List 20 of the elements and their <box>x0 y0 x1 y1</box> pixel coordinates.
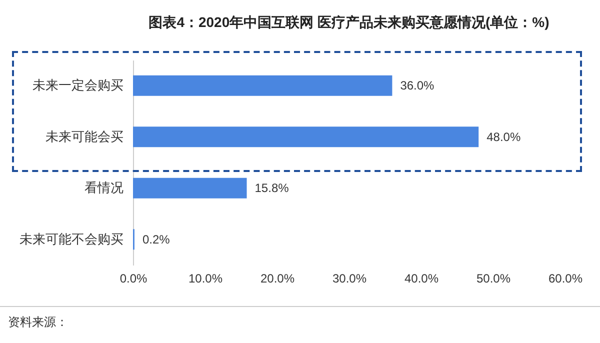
x-tick-label: 40.0% <box>404 272 439 286</box>
data-label: 0.2% <box>142 232 170 246</box>
bar <box>133 178 247 198</box>
y-tick-label: 未来可能不会购买 <box>20 231 124 246</box>
x-tick-label: 20.0% <box>260 272 295 286</box>
data-label: 36.0% <box>400 78 435 93</box>
x-tick-label: 10.0% <box>188 272 223 286</box>
bar <box>133 126 479 148</box>
x-tick-label: 50.0% <box>476 272 511 286</box>
bar <box>133 75 392 96</box>
x-tick-label: 30.0% <box>332 272 367 286</box>
y-tick-label: 未来可能会买 <box>46 128 124 144</box>
text: 资料来源： <box>8 314 68 331</box>
data-label: 48.0% <box>486 130 521 144</box>
data-label: 15.8% <box>254 181 290 196</box>
x-tick-label: 0.0% <box>120 272 148 286</box>
x-tick-label: 60.0% <box>548 272 583 286</box>
y-tick-label: 未来一定会购买 <box>32 78 124 93</box>
chart-title: 图表4：2020年中国互联网 医疗产品未来购买意愿情况(单位：%) <box>148 14 550 30</box>
y-tick-label: 看情况 <box>84 180 124 196</box>
